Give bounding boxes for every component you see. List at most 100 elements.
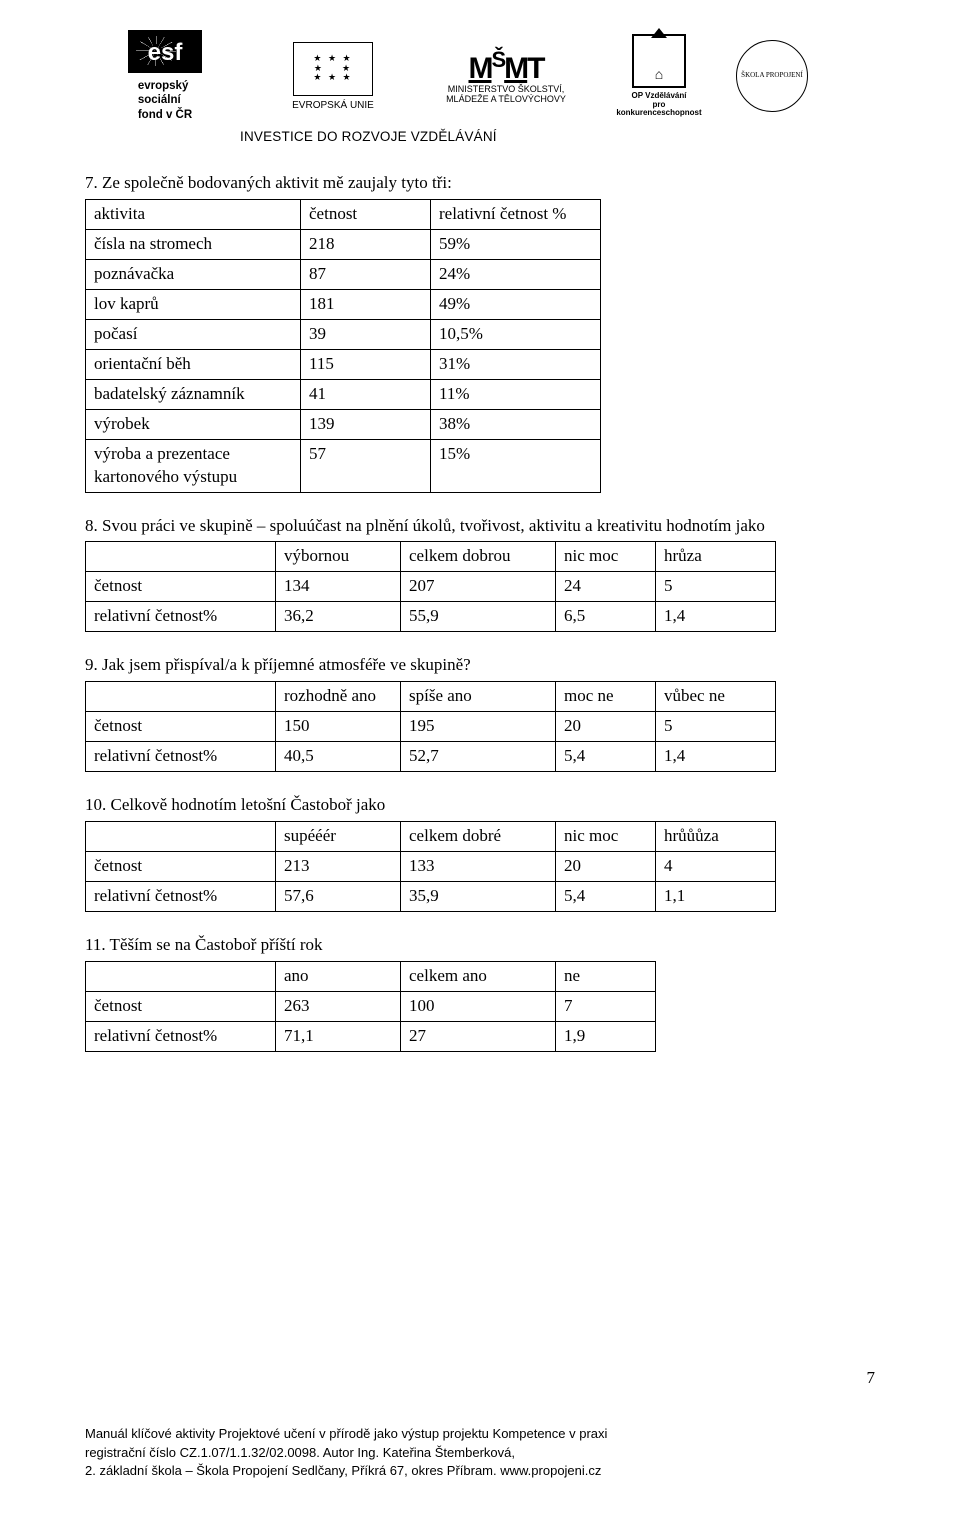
cell: vůbec ne [656, 682, 776, 712]
cell: spíše ano [401, 682, 556, 712]
cell: relativní četnost% [86, 881, 276, 911]
cell: aktivita [86, 200, 301, 230]
cell: čísla na stromech [86, 230, 301, 260]
table-row: anocelkem anone [86, 961, 656, 991]
q9-prompt: 9. Jak jsem přispíval/a k příjemné atmos… [85, 654, 875, 677]
cell: 71,1 [276, 1021, 401, 1051]
cell: 181 [301, 289, 431, 319]
cell: 24% [431, 260, 601, 290]
cell: výroba a prezentace kartonového výstupu [86, 439, 301, 492]
cell: 35,9 [401, 881, 556, 911]
cell: 10,5% [431, 319, 601, 349]
cell: moc ne [556, 682, 656, 712]
school-circle: ŠKOLA PROPOJENÍ [736, 40, 808, 112]
cell: 213 [276, 851, 401, 881]
table-row: relativní četnost%36,255,96,51,4 [86, 602, 776, 632]
q7-table: aktivita četnost relativní četnost % čís… [85, 199, 601, 492]
cell: četnost [301, 200, 431, 230]
table-row: četnost213133204 [86, 851, 776, 881]
table-row: supééércelkem dobrénic mochrůůůza [86, 821, 776, 851]
cell: celkem dobré [401, 821, 556, 851]
eu-label: EVROPSKÁ UNIE [292, 100, 374, 111]
cell: 4 [656, 851, 776, 881]
cell: 31% [431, 349, 601, 379]
cell: 139 [301, 409, 431, 439]
cell: 20 [556, 851, 656, 881]
table-row: relativní četnost%71,1271,9 [86, 1021, 656, 1051]
cell: 87 [301, 260, 431, 290]
cell: relativní četnost% [86, 602, 276, 632]
table-row: výbornoucelkem dobrounic mochrůza [86, 542, 776, 572]
cell: 5 [656, 712, 776, 742]
cell: ano [276, 961, 401, 991]
q10-table: supééércelkem dobrénic mochrůůůza četnos… [85, 821, 776, 912]
table-row: čísla na stromech21859% [86, 230, 601, 260]
cell: relativní četnost% [86, 742, 276, 772]
cell: 133 [401, 851, 556, 881]
cell: 49% [431, 289, 601, 319]
esf-line: fond v ČR [138, 108, 192, 122]
cell: 1,4 [656, 742, 776, 772]
cell: četnost [86, 712, 276, 742]
table-row: počasí3910,5% [86, 319, 601, 349]
table-row: relativní četnost%57,635,95,41,1 [86, 881, 776, 911]
cell: výbornou [276, 542, 401, 572]
cell: 41 [301, 379, 431, 409]
page: esf evropský sociální fond v ČR ★ ★ ★★ ★… [0, 0, 960, 1520]
cell: 115 [301, 349, 431, 379]
cell: hrůůůza [656, 821, 776, 851]
table-row: aktivita četnost relativní četnost % [86, 200, 601, 230]
cell: 59% [431, 230, 601, 260]
cell: 1,1 [656, 881, 776, 911]
cell: 24 [556, 572, 656, 602]
cell: hrůza [656, 542, 776, 572]
cell: nic moc [556, 821, 656, 851]
cell: ne [556, 961, 656, 991]
page-number: 7 [867, 1367, 876, 1390]
q7-prompt: 7. Ze společně bodovaných aktivit mě zau… [85, 172, 875, 195]
esf-logo: esf evropský sociální fond v ČR [85, 30, 245, 122]
cell: četnost [86, 851, 276, 881]
cell: 1,4 [656, 602, 776, 632]
table-row: poznávačka8724% [86, 260, 601, 290]
cell [86, 542, 276, 572]
cell: 57,6 [276, 881, 401, 911]
cell [86, 682, 276, 712]
op-logo: OP Vzdělávání pro konkurenceschopnost [609, 30, 709, 122]
table-row: rozhodně anospíše anomoc nevůbec ne [86, 682, 776, 712]
esf-text: evropský sociální fond v ČR [138, 79, 192, 122]
footer: Manuál klíčové aktivity Projektové učení… [85, 1425, 875, 1480]
cell: 55,9 [401, 602, 556, 632]
msmt-logo: MŠMT MINISTERSTVO ŠKOLSTVÍ, MLÁDEŽE A TĚ… [421, 30, 591, 122]
table-row: četnost134207245 [86, 572, 776, 602]
cell: 5,4 [556, 881, 656, 911]
q9-table: rozhodně anospíše anomoc nevůbec ne četn… [85, 681, 776, 772]
cell: 5,4 [556, 742, 656, 772]
cell: 15% [431, 439, 601, 492]
cell: lov kaprů [86, 289, 301, 319]
cell: orientační běh [86, 349, 301, 379]
table-row: relativní četnost%40,552,75,41,4 [86, 742, 776, 772]
cell: 100 [401, 991, 556, 1021]
footer-line: Manuál klíčové aktivity Projektové učení… [85, 1425, 875, 1443]
msmt-glyph: MŠMT [468, 48, 543, 85]
cell: supééér [276, 821, 401, 851]
cell: počasí [86, 319, 301, 349]
cell: 38% [431, 409, 601, 439]
table-row: výrobek13938% [86, 409, 601, 439]
table-row: lov kaprů18149% [86, 289, 601, 319]
op-line: pro konkurenceschopnost [609, 101, 709, 119]
cell: 52,7 [401, 742, 556, 772]
msmt-line: MLÁDEŽE A TĚLOVÝCHOVY [446, 95, 566, 105]
q10-prompt: 10. Celkově hodnotím letošní Častoboř ja… [85, 794, 875, 817]
cell: 207 [401, 572, 556, 602]
cell [86, 961, 276, 991]
table-row: četnost2631007 [86, 991, 656, 1021]
footer-line: 2. základní škola – Škola Propojení Sedl… [85, 1462, 875, 1480]
eu-logo: ★ ★ ★★ ★★ ★ ★ EVROPSKÁ UNIE [263, 30, 403, 122]
cell: relativní četnost% [86, 1021, 276, 1051]
cell: 7 [556, 991, 656, 1021]
cell: 1,9 [556, 1021, 656, 1051]
cell: poznávačka [86, 260, 301, 290]
q8-table: výbornoucelkem dobrounic mochrůza četnos… [85, 541, 776, 632]
